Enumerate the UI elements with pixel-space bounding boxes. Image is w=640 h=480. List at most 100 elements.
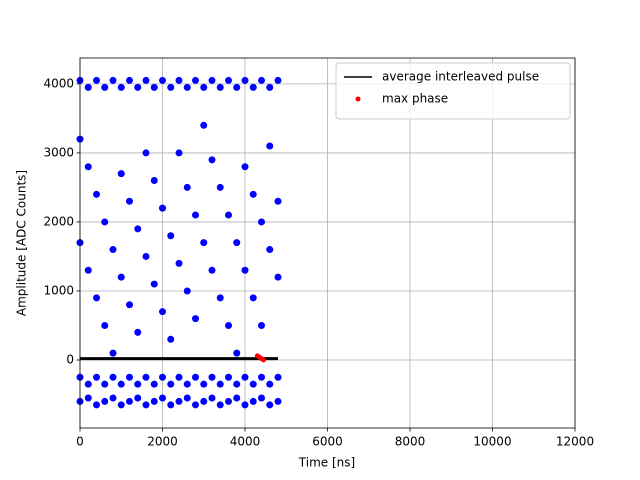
point	[159, 394, 166, 402]
point	[109, 373, 117, 381]
point	[241, 373, 249, 381]
point	[134, 380, 142, 388]
point	[93, 76, 100, 84]
point	[208, 266, 216, 274]
point	[167, 380, 175, 388]
point	[258, 321, 265, 329]
point	[126, 397, 133, 405]
legend-label: max phase	[382, 92, 448, 106]
point	[150, 83, 158, 91]
point	[150, 397, 158, 405]
point	[142, 373, 150, 381]
x-axis-label: Time [ns]	[298, 456, 355, 470]
point	[150, 280, 158, 288]
point	[208, 373, 216, 381]
point	[266, 380, 274, 388]
point	[101, 321, 109, 329]
point	[159, 204, 166, 212]
point	[175, 76, 183, 84]
point	[274, 397, 282, 405]
point	[274, 76, 282, 84]
point	[93, 373, 100, 381]
point	[241, 266, 249, 274]
point	[183, 394, 191, 402]
point	[258, 373, 265, 381]
point	[101, 380, 109, 388]
y-axis-label: Amplitude [ADC Counts]	[15, 170, 29, 316]
point	[101, 397, 109, 405]
point	[167, 232, 175, 240]
point	[134, 328, 142, 336]
point	[200, 380, 208, 388]
point	[266, 246, 274, 254]
point	[192, 211, 199, 219]
point	[258, 218, 265, 226]
point	[266, 401, 274, 409]
point	[84, 394, 92, 402]
point	[84, 380, 92, 388]
point	[274, 273, 282, 281]
point	[274, 197, 282, 205]
point	[167, 83, 175, 91]
point	[117, 170, 125, 178]
point	[216, 83, 224, 91]
point	[109, 349, 117, 357]
point	[93, 401, 100, 409]
plot-frame	[79, 57, 576, 429]
point	[142, 252, 150, 260]
point	[216, 183, 224, 191]
point	[175, 373, 183, 381]
point	[249, 397, 257, 405]
point	[200, 83, 208, 91]
point	[84, 83, 92, 91]
legend-swatch	[355, 96, 361, 102]
point	[142, 149, 150, 157]
point	[134, 394, 142, 402]
x-tick-label: 0	[76, 435, 84, 449]
point	[117, 380, 125, 388]
point	[84, 163, 92, 171]
point	[109, 394, 117, 402]
point	[183, 183, 191, 191]
point	[126, 373, 133, 381]
point	[216, 294, 224, 302]
point	[142, 76, 150, 84]
point	[233, 394, 241, 402]
point	[142, 401, 150, 409]
point	[109, 76, 117, 84]
point	[233, 349, 241, 357]
legend-box	[335, 62, 571, 120]
point	[183, 83, 191, 91]
y-tick-label: 2000	[43, 214, 74, 228]
y-tick-label: 1000	[43, 283, 74, 297]
legend-label: average interleaved pulse	[382, 70, 539, 84]
point	[175, 259, 183, 267]
point	[258, 394, 265, 402]
point	[249, 294, 257, 302]
point	[126, 197, 133, 205]
point	[266, 83, 274, 91]
point	[208, 76, 216, 84]
point	[150, 380, 158, 388]
point	[225, 321, 232, 329]
point	[216, 380, 224, 388]
point	[175, 397, 183, 405]
x-tick-label: 10000	[473, 435, 511, 449]
point	[261, 357, 267, 363]
point	[175, 149, 183, 157]
point	[233, 83, 241, 91]
point	[117, 273, 125, 281]
point	[192, 401, 199, 409]
point	[241, 163, 249, 171]
point	[159, 373, 166, 381]
point	[159, 76, 166, 84]
point	[200, 121, 208, 129]
point	[225, 76, 232, 84]
point	[192, 373, 199, 381]
point	[216, 401, 224, 409]
point	[225, 397, 232, 405]
y-tick-label: 0	[66, 353, 74, 367]
point	[101, 83, 109, 91]
point	[134, 83, 142, 91]
